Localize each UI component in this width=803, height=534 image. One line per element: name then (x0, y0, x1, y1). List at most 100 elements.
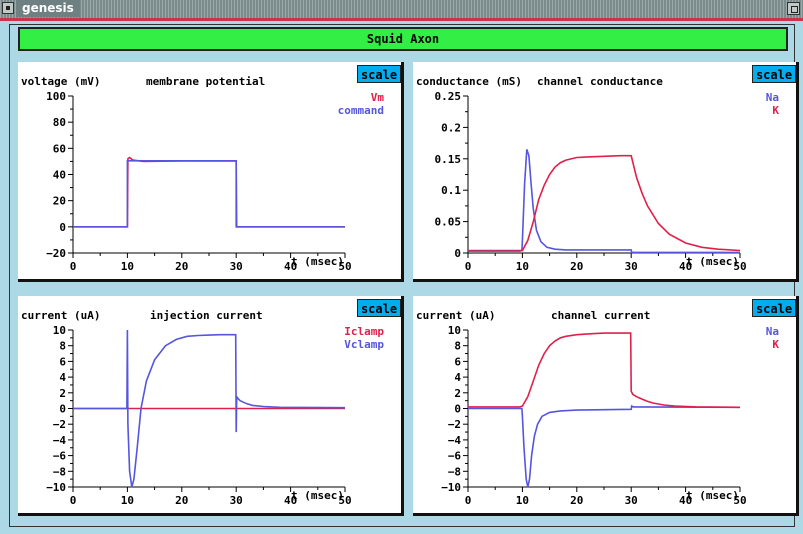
x-tick-label: 50 (733, 260, 746, 273)
series-line-command (73, 160, 345, 228)
x-tick-label: 30 (625, 494, 638, 507)
y-tick-label: 60 (53, 142, 66, 155)
y-tick-label: 6 (59, 355, 66, 368)
y-tick-label: −6 (448, 450, 462, 463)
y-tick-label: 8 (454, 340, 461, 353)
x-tick-label: 50 (338, 260, 351, 273)
x-tick-label: 20 (570, 494, 583, 507)
y-tick-label: −6 (53, 450, 67, 463)
y-tick-label: 0.2 (441, 121, 461, 134)
legend-entry: command (338, 104, 384, 117)
legend-entry: Iclamp (344, 325, 384, 338)
scale-button[interactable]: scale (357, 65, 401, 83)
x-tick-label: 40 (284, 494, 297, 507)
y-tick-label: 6 (454, 355, 461, 368)
series-line-na (468, 149, 740, 254)
y-tick-label: 10 (53, 324, 66, 337)
x-tick-label: 10 (516, 494, 529, 507)
graph-title: channel conductance (537, 75, 663, 88)
graph-title: injection current (150, 309, 263, 322)
y-tick-label: −2 (53, 418, 66, 431)
window-titlebar[interactable]: genesis (0, 0, 803, 18)
y-axis-label: conductance (mS) (416, 75, 522, 88)
plot-area: current (uA) channel currentNaK1086420−2−… (416, 309, 779, 507)
y-tick-label: 0 (454, 247, 461, 260)
x-tick-label: 40 (679, 494, 692, 507)
x-tick-label: 40 (284, 260, 297, 273)
legend-entry: K (772, 338, 779, 351)
window-title: genesis (16, 0, 80, 17)
y-tick-label: 4 (454, 371, 461, 384)
x-axis-label: t (msec) (686, 255, 739, 268)
y-tick-label: 8 (59, 340, 66, 353)
x-tick-label: 40 (679, 260, 692, 273)
x-tick-label: 0 (70, 494, 77, 507)
x-tick-label: 50 (733, 494, 746, 507)
y-tick-label: 0.15 (435, 153, 462, 166)
series-line-k (468, 154, 741, 252)
scale-button[interactable]: scale (357, 299, 401, 317)
y-tick-label: 0 (454, 403, 461, 416)
legend-entry: Na (766, 91, 779, 104)
series-line-k (468, 332, 741, 409)
legend-entry: Vclamp (344, 338, 384, 351)
x-axis-label: t (msec) (291, 255, 344, 268)
legend-entry: Vm (371, 91, 385, 104)
x-tick-label: 0 (465, 260, 472, 273)
series-line-vm (73, 156, 345, 228)
x-tick-label: 20 (570, 260, 583, 273)
series-line-na (468, 404, 741, 488)
y-axis-label: current (uA) (416, 309, 495, 322)
y-tick-label: −2 (448, 418, 461, 431)
y-tick-label: −10 (441, 481, 461, 494)
scale-button[interactable]: scale (752, 65, 796, 83)
y-tick-label: 0.1 (441, 184, 461, 197)
graph-title: channel current (551, 309, 650, 322)
injection-current-graph[interactable]: current (uA) injection current Iclamp Vclam… (18, 296, 404, 516)
y-tick-label: −20 (46, 247, 66, 260)
titlebar-divider (0, 18, 803, 21)
x-tick-label: 10 (516, 260, 529, 273)
x-tick-label: 10 (121, 494, 134, 507)
x-tick-label: 0 (70, 260, 77, 273)
y-tick-label: 80 (53, 116, 66, 129)
y-tick-label: 0 (59, 403, 66, 416)
y-axis-label: voltage (mV) (21, 75, 100, 88)
y-tick-label: −10 (46, 481, 66, 494)
y-tick-label: 20 (53, 195, 66, 208)
squid-axon-button[interactable]: Squid Axon (18, 27, 788, 51)
y-tick-label: 4 (59, 371, 66, 384)
y-tick-label: 100 (46, 90, 66, 103)
channel-conductance-graph[interactable]: conductance (mS) channel conductance Na K 0.… (413, 62, 799, 282)
y-tick-label: 40 (53, 169, 66, 182)
x-axis-label: t (msec) (686, 489, 739, 502)
x-tick-label: 20 (175, 260, 188, 273)
y-tick-label: 10 (448, 324, 461, 337)
x-tick-label: 30 (230, 260, 243, 273)
scale-button[interactable]: scale (752, 299, 796, 317)
x-tick-label: 30 (230, 494, 243, 507)
y-tick-label: 0 (59, 221, 66, 234)
plot-area: current (uA) injection current IclampVclam… (21, 309, 384, 507)
maximize-icon[interactable] (787, 2, 800, 15)
plot-area: conductance (mS) channel conductance NaK 0.… (416, 75, 779, 273)
y-tick-label: 2 (59, 387, 66, 400)
y-tick-label: −8 (53, 465, 66, 478)
x-tick-label: 0 (465, 494, 472, 507)
y-tick-label: 0.05 (435, 216, 462, 229)
series-line-vclamp (73, 329, 346, 488)
graph-title: membrane potential (146, 75, 265, 88)
x-tick-label: 10 (121, 260, 134, 273)
y-tick-label: −4 (448, 434, 462, 447)
channel-current-graph[interactable]: current (uA) channel current Na K 10 8 6 4 2 0 −2−… (413, 296, 799, 516)
legend-entry: Na (766, 325, 779, 338)
legend-entry: K (772, 104, 779, 117)
membrane-potential-graph[interactable]: voltage (mV) membrane potential Vm command 1… (18, 62, 404, 282)
y-tick-label: −8 (448, 465, 461, 478)
x-tick-label: 30 (625, 260, 638, 273)
window-menu-icon[interactable] (2, 2, 14, 14)
y-tick-label: 2 (454, 387, 461, 400)
y-tick-label: 0.25 (435, 90, 462, 103)
x-axis-label: t (msec) (291, 489, 344, 502)
